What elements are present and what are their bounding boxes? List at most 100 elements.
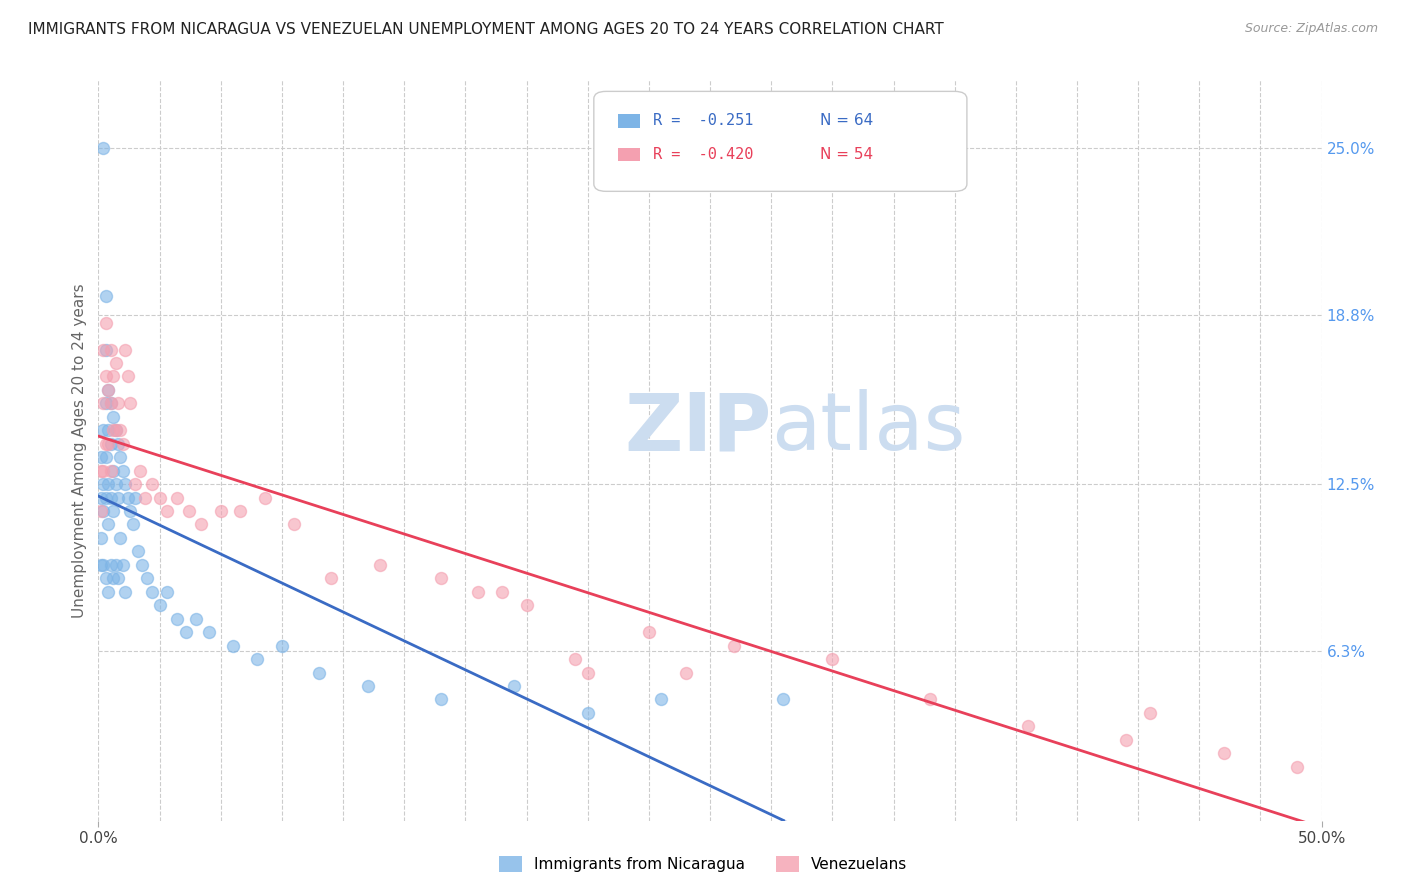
Legend: Immigrants from Nicaragua, Venezuelans: Immigrants from Nicaragua, Venezuelans [491,848,915,880]
FancyBboxPatch shape [593,91,967,191]
Point [190,517,212,532]
Point [772,692,794,706]
Point [675,665,697,680]
Point [101,464,124,478]
Point [104,477,127,491]
Point [94,288,117,302]
Point [1212,747,1234,761]
Point [91,140,114,154]
Point [101,409,124,424]
Point [576,665,599,680]
Point [97,423,120,437]
Point [166,491,188,505]
Point [1139,706,1161,720]
Text: R =  -0.251: R = -0.251 [652,113,754,128]
Point [111,464,134,478]
Point [94,436,117,450]
Point [114,584,136,599]
Point [120,504,142,518]
Point [491,584,513,599]
Point [131,558,153,572]
Point [467,584,489,599]
Point [114,477,136,491]
Point [110,450,132,465]
Point [222,639,245,653]
Point [253,491,276,505]
Point [1017,719,1039,733]
Point [1286,760,1309,774]
Point [129,464,152,478]
Point [101,504,124,518]
Point [91,464,114,478]
Point [110,423,132,437]
Point [308,665,330,680]
Point [90,531,112,545]
Point [97,584,120,599]
Point [356,679,378,693]
Point [91,396,114,410]
Point [229,504,252,518]
Point [104,423,127,437]
Point [97,383,120,397]
Point [110,531,132,545]
Point [637,625,661,640]
Point [94,450,117,465]
Point [650,692,672,706]
Point [91,423,114,437]
Point [100,558,122,572]
Point [515,599,537,613]
Point [114,343,136,357]
Point [100,491,122,505]
Point [107,491,129,505]
Point [90,491,112,505]
Point [91,504,114,518]
Text: N = 64: N = 64 [820,113,873,128]
Point [104,423,127,437]
Point [124,477,146,491]
Point [100,396,122,410]
Point [107,436,129,450]
Point [270,639,294,653]
Text: R =  -0.420: R = -0.420 [652,147,754,161]
Point [723,639,745,653]
FancyBboxPatch shape [619,148,640,161]
Point [111,436,134,450]
Point [319,571,342,585]
Point [97,436,120,450]
Text: Source: ZipAtlas.com: Source: ZipAtlas.com [1244,22,1378,36]
Point [100,396,122,410]
Point [920,692,942,706]
Point [94,369,117,384]
Point [100,343,122,357]
Point [97,383,120,397]
Point [94,343,117,357]
Point [101,423,124,437]
Point [91,477,114,491]
Point [141,477,163,491]
Point [503,679,526,693]
Point [117,369,139,384]
Point [97,477,120,491]
Point [124,491,146,505]
Point [100,464,122,478]
Point [94,316,117,330]
Point [821,652,844,666]
Point [90,504,112,518]
Point [104,558,127,572]
Point [97,517,120,532]
Point [246,652,269,666]
Point [111,558,134,572]
Text: IMMIGRANTS FROM NICARAGUA VS VENEZUELAN UNEMPLOYMENT AMONG AGES 20 TO 24 YEARS C: IMMIGRANTS FROM NICARAGUA VS VENEZUELAN … [28,22,943,37]
Point [127,544,149,558]
Point [121,517,143,532]
Point [94,571,117,585]
Point [120,396,142,410]
Point [149,491,172,505]
Point [91,558,114,572]
Point [576,706,599,720]
Point [156,584,179,599]
Point [430,571,453,585]
Text: ZIP: ZIP [624,389,772,467]
Point [283,517,305,532]
Point [134,491,156,505]
